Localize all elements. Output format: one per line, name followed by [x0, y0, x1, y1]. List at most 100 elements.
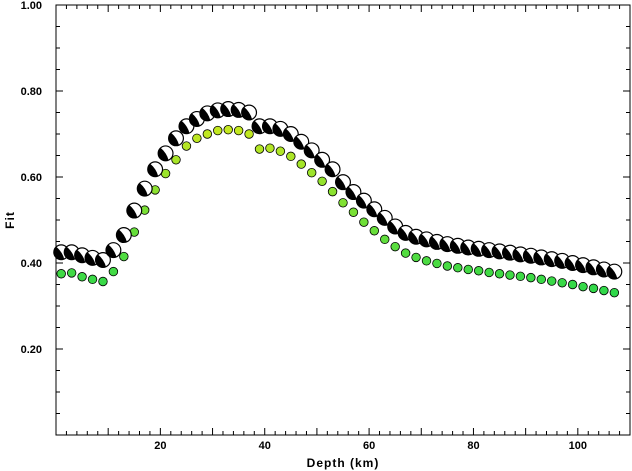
- x-tick-label: 20: [154, 440, 166, 452]
- fit-circle: [254, 144, 265, 154]
- beachball-marker: [241, 104, 258, 121]
- beachball-compression: [439, 238, 451, 252]
- fit-circle: [77, 272, 87, 282]
- beachball-compression: [408, 231, 420, 245]
- fit-circle: [192, 133, 202, 144]
- beachball-compression: [85, 252, 96, 266]
- fit-circle: [609, 287, 620, 298]
- fit-circle: [432, 258, 442, 269]
- beachball-compression: [189, 113, 200, 127]
- beachball-compression: [241, 106, 253, 120]
- beachball-compression: [481, 244, 493, 258]
- fit-circle: [171, 155, 181, 165]
- beachball-marker: [147, 161, 164, 178]
- fit-circle: [369, 226, 380, 236]
- fit-circle: [56, 269, 66, 279]
- x-tick-label: 100: [569, 440, 587, 452]
- beachball-compression: [554, 255, 566, 269]
- beachball-compression: [293, 136, 305, 150]
- beachball-compression: [429, 236, 440, 250]
- beachball-compression: [471, 243, 482, 257]
- beachball-marker: [501, 244, 518, 261]
- beachball-marker: [355, 192, 372, 209]
- fit-circle: [244, 129, 254, 139]
- fit-circle: [87, 274, 98, 285]
- fit-circle: [421, 256, 432, 266]
- y-tick-label: 0.60: [21, 172, 42, 184]
- fit-circle: [265, 143, 275, 153]
- beachball-compression: [158, 147, 169, 161]
- fit-circle: [578, 281, 588, 292]
- fit-circle: [411, 252, 421, 263]
- beachball-marker: [345, 184, 362, 201]
- fit-circle: [119, 251, 129, 262]
- fit-circle: [202, 129, 213, 139]
- fit-circle: [296, 159, 306, 169]
- fit-circle: [484, 267, 494, 278]
- beachball-compression: [126, 205, 138, 218]
- beachball-compression: [387, 220, 399, 234]
- x-axis-title: Depth (km): [307, 456, 380, 470]
- beachball-compression: [283, 128, 294, 142]
- fit-circle: [494, 269, 505, 279]
- fit-circle: [547, 276, 557, 286]
- fit-circle: [588, 283, 599, 294]
- beachball-compression: [398, 227, 409, 241]
- beachball-compression: [513, 248, 524, 262]
- fit-circle: [338, 198, 348, 208]
- series-layer: [53, 101, 623, 298]
- beachball-marker: [314, 151, 331, 168]
- fit-circle: [473, 266, 484, 276]
- beachball-compression: [231, 104, 242, 118]
- fit-circle: [223, 124, 233, 135]
- fit-circle: [505, 270, 515, 280]
- beachball-compression: [272, 123, 284, 137]
- beachball-marker: [293, 133, 310, 150]
- beachball-marker: [376, 209, 393, 226]
- fit-circle: [380, 234, 390, 245]
- beachball-marker: [178, 118, 195, 135]
- fit-circle: [536, 274, 546, 285]
- beachball-marker: [606, 263, 623, 280]
- fit-circle: [567, 279, 578, 290]
- fit-circle: [526, 272, 536, 283]
- beachball-compression: [53, 246, 65, 260]
- fit-circle: [390, 241, 400, 252]
- y-tick-label: 0.20: [21, 344, 42, 356]
- fit-circle: [233, 125, 244, 136]
- fit-circle: [599, 285, 609, 296]
- beachball-marker: [168, 130, 185, 147]
- beachball-compression: [606, 266, 618, 279]
- fit-circle: [213, 125, 223, 136]
- beachball-compression: [252, 120, 263, 134]
- beachball-compression: [210, 104, 221, 118]
- beachball-compression: [492, 245, 503, 259]
- beachball-compression: [565, 257, 576, 271]
- beachball-compression: [262, 120, 273, 134]
- fit-circle: [286, 151, 296, 162]
- beachball-compression: [377, 212, 388, 226]
- beachball-compression: [116, 229, 127, 243]
- y-axis-title: Fit: [3, 211, 17, 229]
- fit-circle: [98, 276, 108, 287]
- beachball-compression: [147, 163, 159, 177]
- beachball-compression: [450, 240, 461, 254]
- beachball-compression: [419, 233, 430, 247]
- beachball-compression: [460, 242, 472, 255]
- beachball-compression: [325, 163, 336, 177]
- beachball-compression: [366, 203, 378, 217]
- beachball-compression: [314, 154, 326, 168]
- beachball-marker: [366, 201, 383, 218]
- fit-circle: [442, 261, 453, 271]
- beachball-compression: [533, 251, 545, 265]
- axes: 20 40 60 80 100 0.20 0.40 0.60 0.80 1.00: [21, 0, 630, 452]
- fit-circle: [275, 146, 286, 156]
- beachball-compression: [95, 254, 106, 268]
- fit-circle: [306, 167, 317, 178]
- beachball-marker: [136, 180, 153, 197]
- beachball-compression: [304, 144, 315, 158]
- beachball-compression: [199, 107, 211, 121]
- beachball-compression: [168, 132, 180, 146]
- fit-circle: [317, 176, 327, 187]
